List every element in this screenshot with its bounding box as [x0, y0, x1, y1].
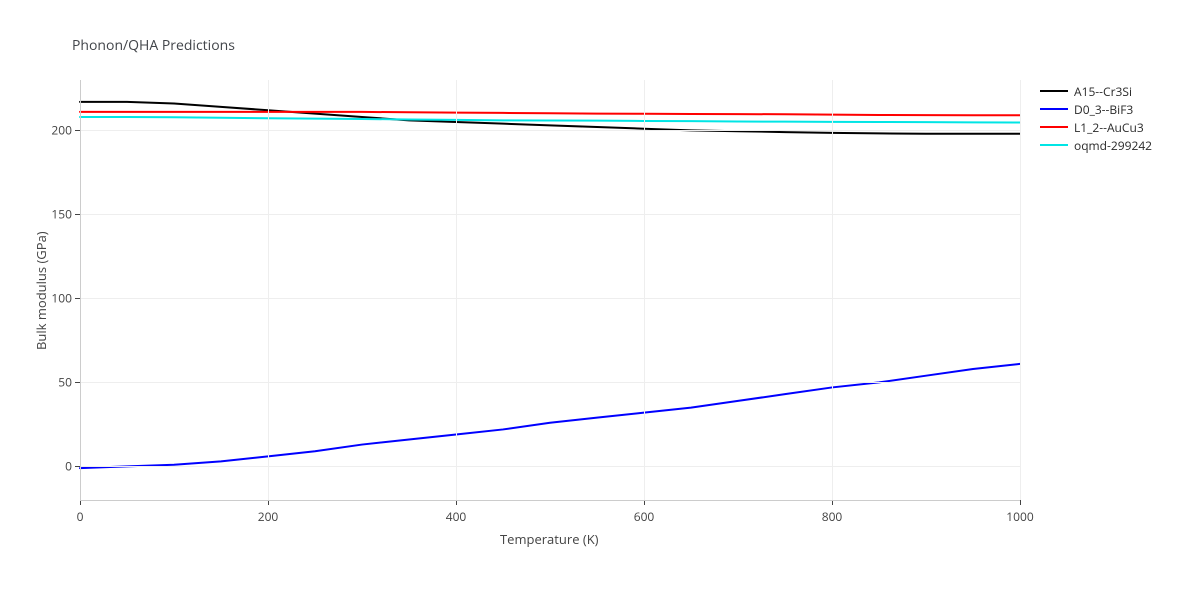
chart-title: Phonon/QHA Predictions: [72, 36, 235, 55]
y-tick-label: 50: [46, 374, 72, 391]
x-tick-label: 1000: [1006, 508, 1033, 525]
gridline-h: [80, 130, 1020, 131]
legend-item[interactable]: A15--Cr3Si: [1040, 82, 1152, 100]
x-tick-label: 400: [446, 508, 467, 525]
x-axis-line: [80, 500, 1020, 501]
series-line[interactable]: [80, 117, 1020, 123]
y-tick-label: 200: [46, 122, 72, 139]
x-axis-title: Temperature (K): [500, 530, 599, 548]
gridline-v: [268, 80, 269, 500]
legend-swatch: [1040, 108, 1068, 110]
y-axis-line: [80, 80, 81, 500]
gridline-v: [832, 80, 833, 500]
legend-item[interactable]: L1_2--AuCu3: [1040, 118, 1152, 136]
series-line[interactable]: [80, 112, 1020, 115]
legend-item[interactable]: oqmd-299242: [1040, 136, 1152, 154]
gridline-h: [80, 298, 1020, 299]
legend-label: A15--Cr3Si: [1074, 83, 1132, 100]
x-tick-label: 800: [822, 508, 843, 525]
x-tick-label: 200: [258, 508, 279, 525]
gridline-h: [80, 382, 1020, 383]
gridline-v: [456, 80, 457, 500]
plot-area: [80, 80, 1020, 500]
legend-swatch: [1040, 126, 1068, 128]
gridline-h: [80, 214, 1020, 215]
y-tick-label: 0: [46, 458, 72, 475]
legend-label: oqmd-299242: [1074, 137, 1152, 154]
legend-item[interactable]: D0_3--BiF3: [1040, 100, 1152, 118]
y-tick-label: 100: [46, 290, 72, 307]
legend: A15--Cr3SiD0_3--BiF3L1_2--AuCu3oqmd-2992…: [1040, 82, 1152, 154]
legend-label: D0_3--BiF3: [1074, 101, 1133, 118]
gridline-v: [644, 80, 645, 500]
gridline-v: [1020, 80, 1021, 500]
legend-label: L1_2--AuCu3: [1074, 119, 1144, 136]
x-tick-label: 600: [634, 508, 655, 525]
gridline-h: [80, 466, 1020, 467]
x-tick-label: 0: [77, 508, 84, 525]
legend-swatch: [1040, 144, 1068, 146]
legend-swatch: [1040, 90, 1068, 92]
series-line[interactable]: [80, 364, 1020, 468]
chart-lines: [80, 80, 1020, 500]
x-tick-mark: [1020, 500, 1021, 505]
y-tick-label: 150: [46, 206, 72, 223]
